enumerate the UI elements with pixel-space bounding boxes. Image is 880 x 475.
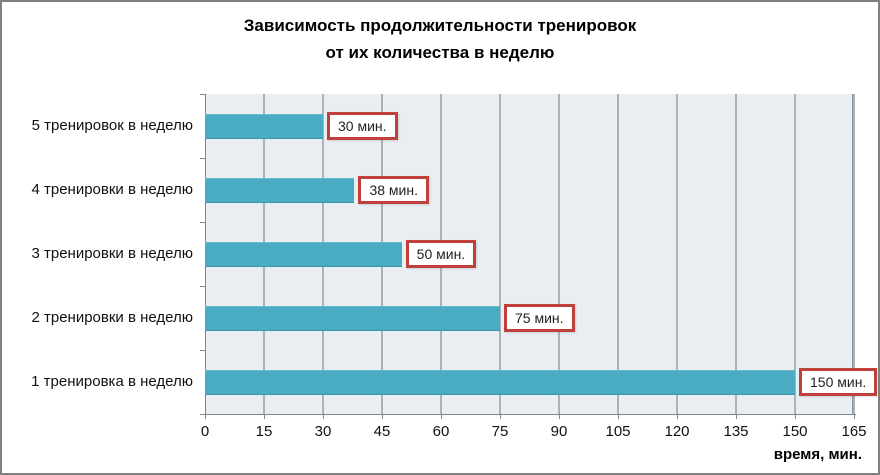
gridline	[676, 94, 678, 414]
y-axis-tick	[200, 158, 205, 159]
gridline	[499, 94, 501, 414]
x-axis-tick	[205, 414, 206, 419]
chart-title: Зависимость продолжительности тренировок…	[2, 12, 878, 66]
gridline	[735, 94, 737, 414]
value-label-box: 75 мин.	[504, 304, 575, 332]
x-axis-tick	[382, 414, 383, 419]
x-tick-label: 120	[664, 423, 690, 440]
value-label-box: 50 мин.	[405, 240, 477, 268]
gridline	[617, 94, 619, 414]
y-axis-tick	[200, 286, 205, 287]
x-axis-tick	[736, 414, 737, 419]
category-label: 1 тренировка в неделю	[31, 373, 193, 390]
bar	[205, 113, 323, 139]
x-axis-tick	[795, 414, 796, 419]
x-tick-label: 0	[200, 423, 210, 440]
value-label-box: 150 мин.	[799, 368, 878, 396]
x-axis-tick	[441, 414, 442, 419]
category-label: 4 тренировки в неделю	[31, 181, 193, 198]
x-axis-tick	[677, 414, 678, 419]
bar	[205, 241, 402, 267]
x-tick-label: 150	[782, 423, 808, 440]
x-tick-label: 45	[373, 423, 391, 440]
chart-title-line2: от их количества в неделю	[325, 43, 555, 62]
x-tick-label: 15	[255, 423, 273, 440]
x-axis-tick	[854, 414, 855, 419]
gridline	[558, 94, 560, 414]
y-axis-tick	[200, 94, 205, 95]
gridline	[853, 94, 855, 414]
x-axis-line	[204, 414, 856, 415]
x-axis-tick	[500, 414, 501, 419]
x-axis-tick	[559, 414, 560, 419]
bar	[205, 369, 795, 395]
x-tick-label: 30	[314, 423, 332, 440]
gridline	[794, 94, 796, 414]
x-axis-title: время, мин.	[773, 446, 862, 463]
x-axis-tick	[618, 414, 619, 419]
bar	[205, 177, 355, 203]
x-axis-tick	[323, 414, 324, 419]
x-tick-label: 75	[491, 423, 509, 440]
value-label-box: 30 мин.	[327, 112, 398, 140]
y-axis-tick	[200, 414, 205, 415]
value-label-box: 38 мин.	[358, 176, 429, 204]
y-axis-tick	[200, 222, 205, 223]
y-axis-tick	[200, 350, 205, 351]
category-label: 2 тренировки в неделю	[31, 309, 193, 326]
x-tick-label: 105	[605, 423, 631, 440]
x-axis-tick	[264, 414, 265, 419]
chart-title-line1: Зависимость продолжительности тренировок	[243, 16, 637, 35]
category-label: 5 тренировок в неделю	[31, 117, 193, 134]
x-tick-label: 90	[550, 423, 568, 440]
x-tick-label: 165	[841, 423, 867, 440]
bar	[205, 305, 500, 331]
x-tick-label: 60	[432, 423, 450, 440]
x-tick-label: 135	[723, 423, 749, 440]
category-label: 3 тренировки в неделю	[31, 245, 193, 262]
